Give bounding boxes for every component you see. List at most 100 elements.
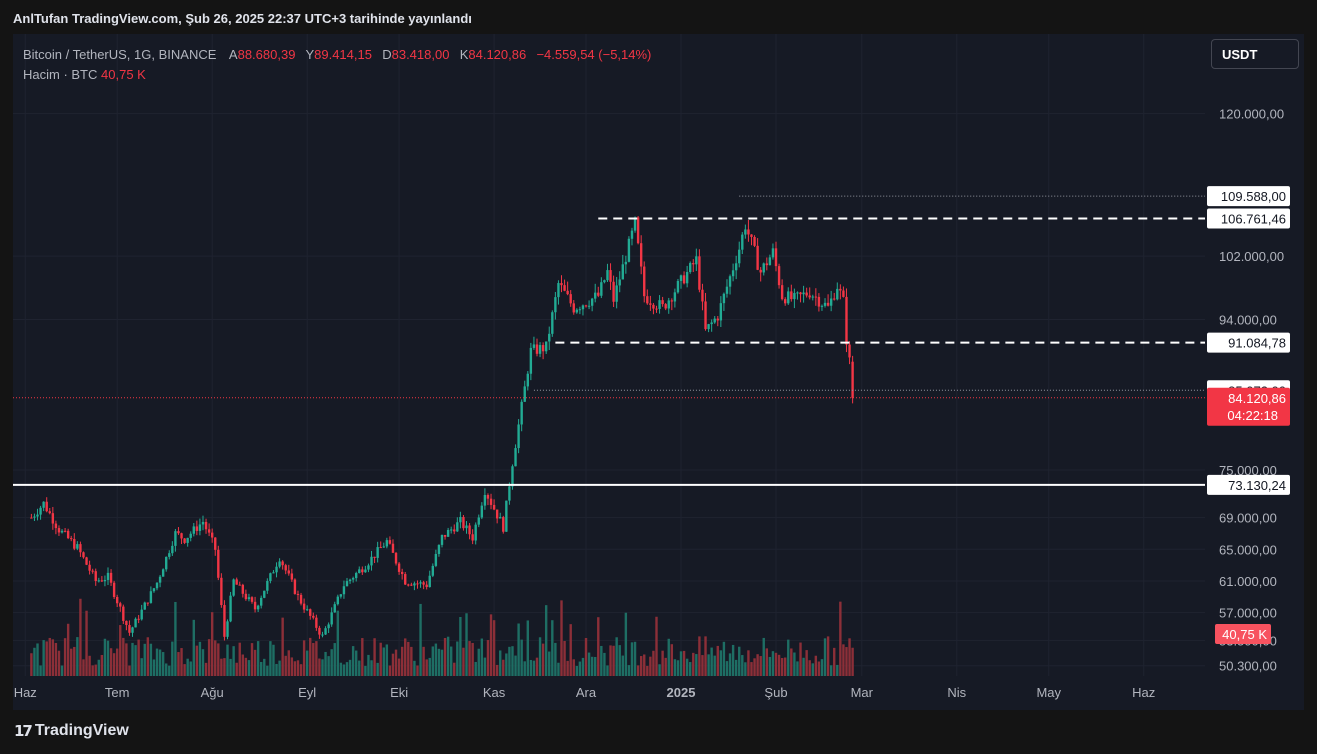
candle[interactable] bbox=[143, 602, 146, 610]
candle[interactable] bbox=[615, 285, 618, 302]
candle[interactable] bbox=[207, 529, 211, 533]
candle[interactable] bbox=[725, 286, 729, 294]
candle[interactable] bbox=[152, 588, 156, 592]
candle[interactable] bbox=[636, 217, 640, 244]
candle[interactable] bbox=[376, 547, 379, 558]
candle[interactable] bbox=[802, 292, 805, 295]
candle[interactable] bbox=[848, 344, 851, 358]
candle[interactable] bbox=[621, 264, 624, 280]
candle[interactable] bbox=[336, 596, 340, 605]
candle[interactable] bbox=[499, 517, 502, 519]
candle[interactable] bbox=[597, 292, 600, 296]
candle[interactable] bbox=[388, 540, 392, 544]
candle[interactable] bbox=[391, 543, 395, 553]
candle[interactable] bbox=[796, 292, 799, 294]
candle[interactable] bbox=[217, 549, 220, 578]
candle[interactable] bbox=[370, 556, 373, 566]
candle[interactable] bbox=[612, 281, 615, 302]
candle[interactable] bbox=[180, 533, 183, 539]
candle[interactable] bbox=[719, 303, 723, 321]
candle[interactable] bbox=[722, 293, 726, 304]
legend-symbol[interactable]: Bitcoin / TetherUS, 1G, BINANCE bbox=[23, 47, 217, 62]
candle[interactable] bbox=[266, 580, 269, 591]
candle[interactable] bbox=[140, 609, 143, 620]
candle[interactable] bbox=[833, 298, 836, 300]
candle[interactable] bbox=[103, 579, 107, 582]
candle[interactable] bbox=[560, 283, 563, 286]
candle[interactable] bbox=[449, 529, 453, 531]
candle[interactable] bbox=[557, 283, 560, 298]
candle[interactable] bbox=[710, 322, 713, 325]
candle[interactable] bbox=[489, 498, 493, 505]
candle[interactable] bbox=[128, 625, 131, 633]
candle[interactable] bbox=[260, 597, 263, 606]
candle[interactable] bbox=[165, 556, 168, 570]
candle[interactable] bbox=[520, 401, 523, 425]
candle[interactable] bbox=[45, 501, 48, 512]
candle[interactable] bbox=[321, 634, 324, 636]
candle[interactable] bbox=[238, 584, 241, 586]
candle[interactable] bbox=[269, 573, 272, 581]
candle[interactable] bbox=[643, 266, 646, 297]
candle[interactable] bbox=[759, 269, 762, 273]
candle[interactable] bbox=[278, 561, 281, 567]
candle[interactable] bbox=[88, 564, 91, 571]
candle[interactable] bbox=[535, 344, 539, 354]
candle[interactable] bbox=[756, 245, 759, 270]
candle[interactable] bbox=[422, 582, 425, 585]
candle[interactable] bbox=[253, 601, 257, 610]
candle[interactable] bbox=[158, 576, 162, 583]
candle[interactable] bbox=[131, 627, 134, 633]
candle[interactable] bbox=[373, 556, 376, 558]
candle[interactable] bbox=[808, 295, 811, 298]
candle[interactable] bbox=[459, 516, 462, 523]
candle[interactable] bbox=[624, 261, 628, 265]
candle[interactable] bbox=[646, 296, 649, 304]
candle[interactable] bbox=[541, 345, 545, 352]
candle[interactable] bbox=[698, 256, 701, 290]
candle[interactable] bbox=[594, 292, 597, 299]
candle[interactable] bbox=[652, 304, 655, 309]
candle[interactable] bbox=[505, 500, 508, 532]
candle[interactable] bbox=[36, 514, 39, 517]
candle[interactable] bbox=[54, 523, 58, 529]
candle[interactable] bbox=[468, 525, 471, 535]
candle[interactable] bbox=[618, 279, 621, 286]
candle[interactable] bbox=[826, 302, 830, 306]
candle[interactable] bbox=[820, 305, 824, 307]
candle[interactable] bbox=[799, 292, 802, 295]
candle[interactable] bbox=[679, 275, 683, 281]
candle[interactable] bbox=[76, 544, 79, 549]
candle[interactable] bbox=[526, 373, 529, 387]
candle[interactable] bbox=[839, 288, 842, 291]
candle[interactable] bbox=[492, 504, 496, 510]
candle[interactable] bbox=[244, 593, 248, 600]
candle[interactable] bbox=[51, 513, 55, 524]
candle[interactable] bbox=[425, 584, 428, 588]
candle[interactable] bbox=[339, 594, 343, 597]
candle[interactable] bbox=[682, 275, 686, 284]
candle[interactable] bbox=[783, 299, 787, 304]
candle[interactable] bbox=[70, 538, 73, 540]
candle[interactable] bbox=[590, 298, 594, 306]
candle[interactable] bbox=[33, 516, 36, 518]
candle[interactable] bbox=[79, 544, 82, 553]
candle[interactable] bbox=[281, 561, 284, 566]
candle[interactable] bbox=[829, 298, 833, 306]
candle[interactable] bbox=[443, 534, 447, 537]
candle[interactable] bbox=[410, 584, 413, 586]
candle[interactable] bbox=[670, 300, 674, 302]
candle[interactable] bbox=[707, 324, 710, 330]
tradingview-logo[interactable]: 𝟭𝟳 TradingView bbox=[14, 722, 129, 740]
candle[interactable] bbox=[115, 597, 119, 604]
candle[interactable] bbox=[256, 605, 260, 610]
candle[interactable] bbox=[122, 606, 125, 621]
candle[interactable] bbox=[603, 280, 606, 283]
candle[interactable] bbox=[119, 603, 122, 607]
candle[interactable] bbox=[529, 347, 533, 374]
candle[interactable] bbox=[345, 581, 349, 587]
candle[interactable] bbox=[566, 290, 569, 295]
candle[interactable] bbox=[777, 266, 781, 286]
candle[interactable] bbox=[39, 507, 42, 515]
candle[interactable] bbox=[293, 579, 297, 594]
